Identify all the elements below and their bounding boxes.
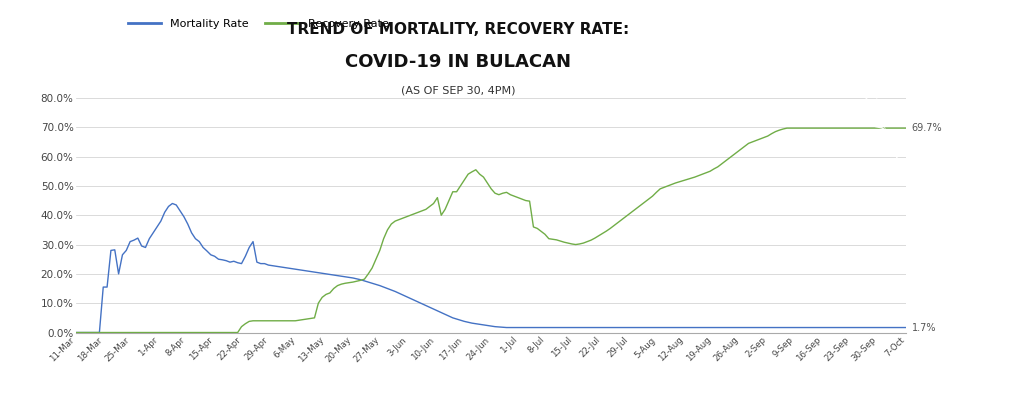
Text: Bulakenyo: Bulakenyo [893, 75, 975, 101]
Text: TREND OF MORTALITY, RECOVERY RATE:: TREND OF MORTALITY, RECOVERY RATE: [287, 22, 629, 38]
Text: (AS OF SEP 30, 4PM): (AS OF SEP 30, 4PM) [401, 86, 515, 96]
Text: 69.7%: 69.7% [911, 123, 943, 133]
Text: COVID-19 IN BULACAN: COVID-19 IN BULACAN [345, 53, 571, 71]
Text: 1.7%: 1.7% [911, 323, 937, 333]
Legend: Mortality Rate, Recovery Rate: Mortality Rate, Recovery Rate [123, 14, 393, 33]
